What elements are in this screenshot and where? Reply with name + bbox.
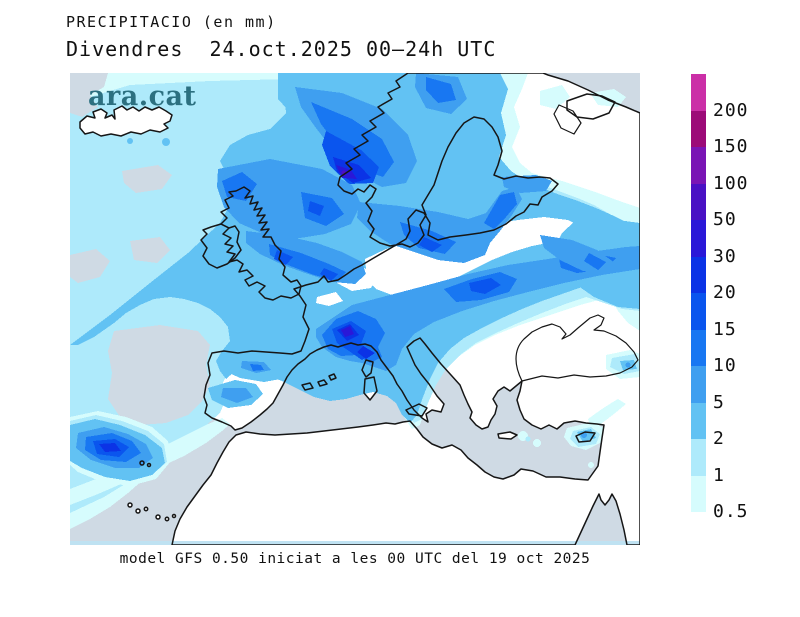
legend-segment: 50 [691, 183, 736, 230]
precip-area-2mm [70, 73, 640, 423]
precipitation-map: ara.cat [70, 73, 640, 545]
black-sea [515, 314, 639, 382]
legend-label: 5 [713, 391, 725, 413]
legend-label: 15 [713, 318, 737, 340]
legend-label: 200 [713, 99, 749, 121]
precip-core-sw-atlantic [76, 427, 153, 468]
legend-label: 30 [713, 245, 737, 267]
precip-legend: 200 150 100 50 30 20 15 10 5 2 1 0.5 [691, 74, 800, 522]
legend-label: 2 [713, 428, 725, 449]
legend-label: 20 [713, 282, 737, 303]
precip-band-channel [246, 231, 366, 284]
precip-core-norway [278, 73, 474, 200]
precip-core-iberia [221, 361, 271, 403]
legend-segment: 15 [691, 293, 736, 340]
legend-segment: 20 [691, 256, 736, 303]
legend-segment: 100 [691, 147, 748, 194]
legend-segment: 0.5 [691, 475, 748, 522]
legend-label: 1 [713, 464, 725, 486]
legend-label: 50 [713, 209, 737, 230]
page-subtitle: Divendres 24.oct.2025 00–24h UTC [66, 37, 497, 61]
map-overlays [70, 104, 640, 545]
legend-segment: 1 [691, 439, 724, 486]
page-title: PRECIPITACIO (en mm) [66, 13, 277, 31]
legend-label: 0.5 [713, 501, 749, 522]
dry-sea-patches [70, 73, 210, 425]
legend-segment: 30 [691, 220, 736, 267]
white-sea [553, 104, 582, 135]
legend-label: 10 [713, 355, 737, 376]
legend-segment: 200 [691, 74, 748, 121]
legend-segment: 150 [691, 110, 748, 157]
watermark: ara.cat [88, 81, 197, 112]
model-caption: model GFS 0.50 iniciat a les 00 UTC del … [119, 551, 591, 567]
legend-segment: 10 [691, 329, 736, 376]
legend-label: 100 [713, 172, 749, 194]
legend-label: 150 [713, 136, 749, 157]
legend-segment: 5 [691, 366, 724, 413]
map-bottom-strip [70, 541, 640, 545]
precip-band-alps-carpathians [316, 246, 640, 371]
legend-segment: 2 [691, 402, 724, 449]
map-svg [70, 73, 640, 545]
precip-band-east-europe [540, 235, 615, 274]
